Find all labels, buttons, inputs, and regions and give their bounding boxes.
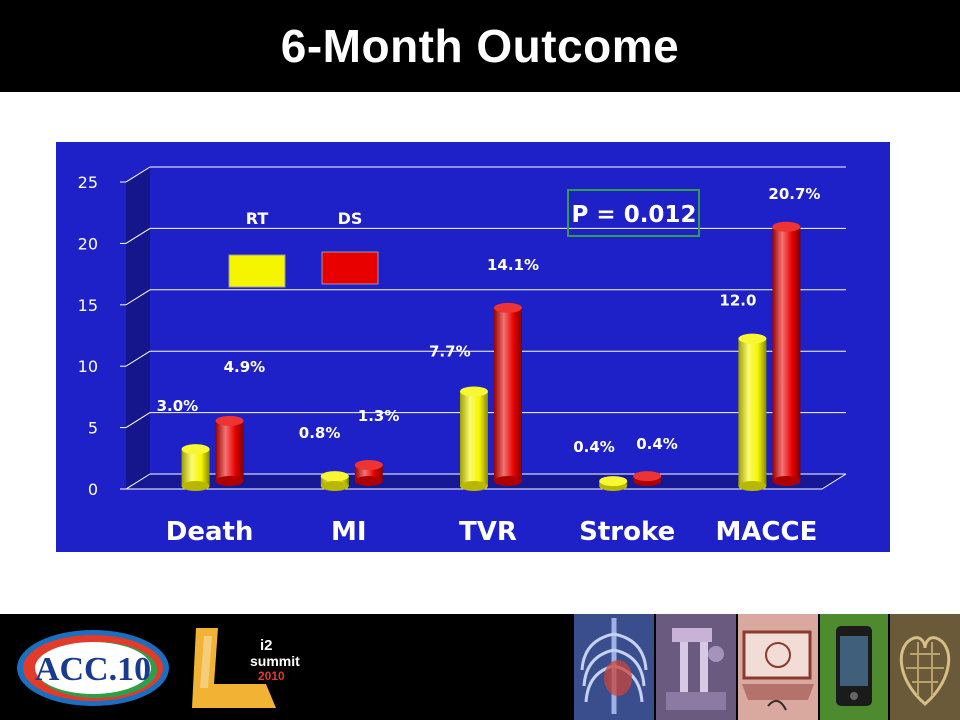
data-label-death-rt: 3.0% xyxy=(157,397,199,415)
y-tick-label: 0 xyxy=(88,480,98,499)
bar-tvr-ds xyxy=(494,307,522,481)
x-category-label: Stroke xyxy=(579,517,675,547)
data-label-macce-rt: 12.0 xyxy=(719,292,756,310)
data-label-macce-ds: 20.7% xyxy=(768,185,820,203)
i2-summit-logo: i2 summit 2010 xyxy=(192,628,300,708)
bar-tvr-ds-base xyxy=(494,476,522,486)
bar-death-rt-base xyxy=(181,481,210,491)
bar-mi-ds-base xyxy=(354,476,383,486)
y-tick-label: 25 xyxy=(78,173,98,192)
bar-death-ds-base xyxy=(215,476,244,486)
legend-ds-label: DS xyxy=(338,209,363,228)
x-category-label: TVR xyxy=(459,517,517,547)
bar-macce-ds xyxy=(772,226,801,481)
y-tick-label: 15 xyxy=(78,296,98,315)
i2-logo-year: 2010 xyxy=(258,669,285,683)
y-gridline-side xyxy=(125,166,151,183)
y-gridline-side xyxy=(125,289,151,306)
bar-mi-ds-top xyxy=(354,460,383,471)
i2-logo-mid: summit xyxy=(250,653,300,669)
chart-side-wall xyxy=(126,167,150,489)
legend-rt-label: RT xyxy=(246,209,269,228)
data-label-tvr-rt: 7.7% xyxy=(429,342,471,360)
acc-logo: ACC.10 xyxy=(17,630,169,706)
title-bar: 6-Month Outcome xyxy=(0,0,960,92)
data-label-tvr-ds: 14.1% xyxy=(487,256,539,274)
y-gridline-side xyxy=(125,412,151,429)
smartphone-icon xyxy=(820,614,888,720)
bar-tvr-rt xyxy=(460,391,488,486)
pvalue-box xyxy=(567,189,700,237)
y-tick-label: 10 xyxy=(78,357,98,376)
data-label-death-ds: 4.9% xyxy=(224,358,266,376)
y-gridline-side xyxy=(125,350,151,367)
chart-panel: 0 5 10 15 20 25 3.0% 4.9% Death 0.8% 1.3% MI 7.7% 14.… xyxy=(56,142,890,552)
x-category-label: Death xyxy=(166,517,254,547)
i2-logo-top: i2 xyxy=(260,637,273,654)
slide-title: 6-Month Outcome xyxy=(280,20,680,72)
x-category-label: MI xyxy=(331,517,367,547)
bar-tvr-rt-top xyxy=(460,386,488,397)
bar-death-ds-top xyxy=(215,415,244,426)
bar-tvr-rt-base xyxy=(460,481,488,491)
footer-banner: ACC.10 i2 summit 2010 xyxy=(0,614,960,720)
bar-tvr-ds-top xyxy=(494,302,522,313)
legend-ds-swatch xyxy=(321,251,379,285)
y-gridline-side xyxy=(125,473,151,490)
bar-mi-rt-base xyxy=(320,481,349,491)
bar-stroke-rt-top xyxy=(599,476,628,487)
laptop-icon xyxy=(738,614,818,720)
data-label-mi-rt: 0.8% xyxy=(299,424,341,442)
chest-xray-icon xyxy=(574,614,654,720)
data-label-mi-ds: 1.3% xyxy=(358,407,400,425)
bar-macce-rt xyxy=(738,338,767,486)
bar-death-rt-top xyxy=(181,444,210,455)
bar-macce-rt-top xyxy=(738,333,767,344)
bar-mi-rt-top xyxy=(320,471,349,482)
bar-death-rt xyxy=(181,449,210,486)
bar-macce-rt-base xyxy=(738,481,767,491)
acc-logo-text: ACC.10 xyxy=(35,651,151,688)
bar-macce-ds-base xyxy=(772,476,801,486)
bar-stroke-ds-top xyxy=(633,471,662,482)
y-gridline-side xyxy=(125,227,151,244)
bar-macce-ds-top xyxy=(772,221,801,232)
pvalue-annotation: P = 0.012 xyxy=(572,202,697,228)
data-label-stroke-ds: 0.4% xyxy=(636,435,678,453)
x-category-label: MACCE xyxy=(715,517,817,547)
data-label-stroke-rt: 0.4% xyxy=(573,438,615,456)
y-tick-label: 20 xyxy=(78,234,98,253)
legend-rt-swatch xyxy=(228,254,286,288)
x-axis-edge xyxy=(821,473,847,490)
bar-chart: 0 5 10 15 20 25 3.0% 4.9% Death 0.8% 1.3% MI 7.7% 14.… xyxy=(56,142,890,552)
heart-mesh-icon xyxy=(890,614,960,720)
y-tick-label: 5 xyxy=(88,419,98,438)
bar-death-ds xyxy=(215,420,244,481)
robotic-surgery-icon xyxy=(656,614,736,720)
